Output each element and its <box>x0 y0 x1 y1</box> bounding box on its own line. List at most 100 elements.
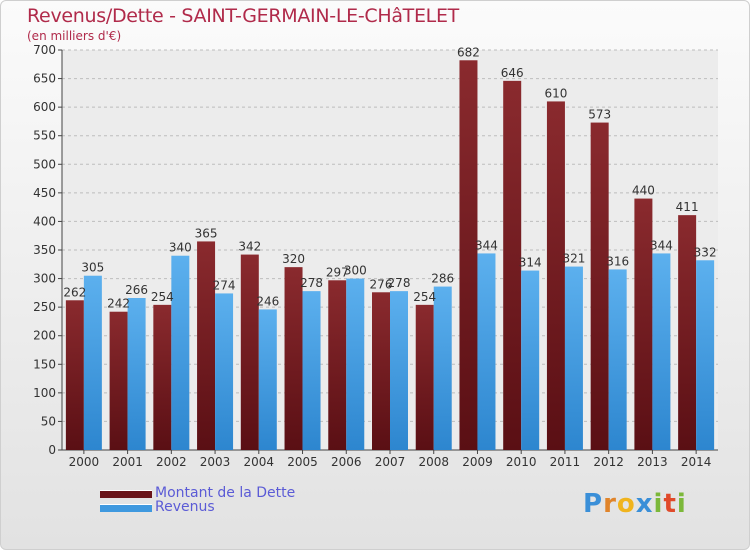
y-tick-label: 700 <box>33 43 56 57</box>
bar-debt <box>65 300 84 450</box>
logo-letter: x <box>635 489 654 519</box>
logo-letter: i <box>653 489 664 519</box>
bar-revenus <box>521 270 540 450</box>
x-tick-label: 2007 <box>375 455 406 469</box>
y-tick-label: 650 <box>33 72 56 86</box>
data-label: 314 <box>519 256 542 270</box>
legend-label-debt: Montant de la Dette <box>155 485 296 501</box>
logo-letter: P <box>583 489 604 519</box>
x-tick-label: 2002 <box>156 455 187 469</box>
bar-debt <box>459 60 478 451</box>
data-label: 573 <box>588 108 611 122</box>
data-label: 286 <box>431 272 454 286</box>
y-tick-label: 600 <box>33 100 56 114</box>
logo-letter: t <box>663 489 677 519</box>
bar-revenus <box>608 269 627 450</box>
data-label: 246 <box>256 294 279 308</box>
data-label: 254 <box>151 290 174 304</box>
x-tick-label: 2010 <box>506 455 537 469</box>
data-label: 340 <box>169 241 192 255</box>
bar-debt <box>634 198 653 450</box>
bar-revenus <box>83 275 102 450</box>
y-tick-label: 150 <box>33 357 56 371</box>
data-label: 610 <box>544 86 567 100</box>
bar-revenus <box>433 286 452 450</box>
legend-label-revenus: Revenus <box>155 499 215 515</box>
x-tick-label: 2012 <box>593 455 624 469</box>
bar-debt <box>678 215 697 450</box>
data-label: 316 <box>606 254 629 268</box>
data-label: 646 <box>501 66 524 80</box>
data-label: 305 <box>81 261 104 275</box>
x-tick-label: 2001 <box>112 455 143 469</box>
y-tick-label: 50 <box>41 414 56 428</box>
bar-debt <box>328 280 347 450</box>
data-label: 344 <box>475 238 498 252</box>
data-label: 242 <box>107 297 130 311</box>
x-tick-label: 2008 <box>418 455 449 469</box>
data-label: 262 <box>63 285 86 299</box>
x-tick-label: 2004 <box>244 455 275 469</box>
data-label: 342 <box>238 240 261 254</box>
y-tick-label: 250 <box>33 300 56 314</box>
data-label: 300 <box>344 264 367 278</box>
y-tick-label: 500 <box>33 157 56 171</box>
bar-debt <box>284 267 303 450</box>
y-tick-label: 0 <box>48 443 56 457</box>
logo-letter: o <box>616 489 636 519</box>
bar-debt <box>415 304 434 450</box>
x-tick-label: 2003 <box>200 455 231 469</box>
bar-debt <box>153 304 172 450</box>
data-label: 365 <box>195 226 218 240</box>
bar-revenus <box>346 278 365 450</box>
bar-debt <box>546 101 565 450</box>
data-label: 321 <box>562 252 585 266</box>
x-tick-label: 2009 <box>462 455 493 469</box>
logo-letter: i <box>676 489 687 519</box>
data-label: 344 <box>650 238 673 252</box>
y-tick-label: 100 <box>33 386 56 400</box>
y-tick-label: 550 <box>33 129 56 143</box>
bar-revenus <box>258 309 277 450</box>
x-tick-label: 2005 <box>287 455 318 469</box>
y-tick-label: 450 <box>33 186 56 200</box>
bar-revenus <box>127 298 146 450</box>
bar-revenus <box>696 260 715 450</box>
data-label: 297 <box>326 265 349 279</box>
bar-revenus <box>302 291 321 450</box>
x-tick-label: 2011 <box>550 455 581 469</box>
data-label: 274 <box>213 278 236 292</box>
data-label: 266 <box>125 283 148 297</box>
data-label: 411 <box>676 200 699 214</box>
legend-swatch-revenus <box>100 504 152 512</box>
bar-debt <box>109 311 128 450</box>
data-label: 278 <box>300 276 323 290</box>
bar-debt <box>240 254 259 450</box>
bar-revenus <box>652 253 671 450</box>
x-tick-label: 2014 <box>681 455 712 469</box>
y-tick-label: 300 <box>33 272 56 286</box>
chart-title: Revenus/Dette - SAINT-GERMAIN-LE-CHâTELE… <box>27 5 459 27</box>
y-tick-label: 200 <box>33 329 56 343</box>
bar-revenus <box>390 291 408 450</box>
data-label: 278 <box>388 276 411 290</box>
proxiti-logo: Proxiti <box>583 489 687 519</box>
bar-revenus <box>564 266 583 450</box>
bar-debt <box>197 241 216 450</box>
bar-debt <box>372 292 390 450</box>
labels-layer: 0 50 100 150 200 250 300 350 400 450 500 550 600 650 7… <box>33 43 716 469</box>
data-label: 332 <box>694 245 717 259</box>
chart-subtitle: (en milliers d'€) <box>27 29 122 43</box>
bar-revenus <box>215 293 234 450</box>
x-tick-label: 2000 <box>69 455 100 469</box>
logo-letter: r <box>603 489 617 519</box>
x-tick-label: 2013 <box>637 455 668 469</box>
x-tick-label: 2006 <box>331 455 362 469</box>
data-label: 320 <box>282 252 305 266</box>
legend-swatch-debt <box>100 490 152 498</box>
bar-revenus <box>171 255 190 450</box>
y-tick-label: 350 <box>33 243 56 257</box>
bar-debt <box>590 122 609 451</box>
bar-debt <box>503 80 522 450</box>
